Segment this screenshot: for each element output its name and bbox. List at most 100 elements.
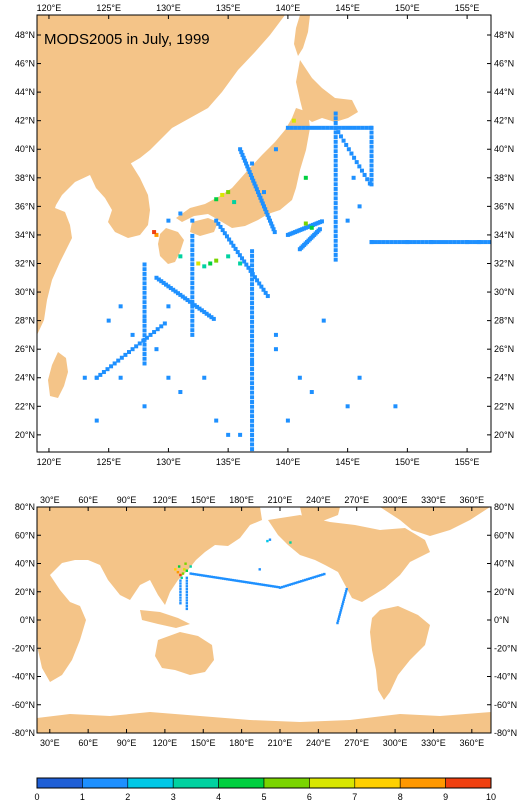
obs-cell	[369, 172, 374, 177]
obs-cell	[142, 295, 147, 300]
obs-cell	[190, 233, 195, 238]
obs-cell	[333, 144, 338, 149]
obs-cell	[250, 385, 255, 390]
obs-cell	[142, 328, 147, 333]
top-lon-label: 125°E	[96, 457, 121, 467]
obs-cell	[250, 319, 255, 324]
obs-cell	[179, 579, 182, 582]
obs-cell	[333, 234, 338, 239]
obs-cell	[369, 144, 374, 149]
colorbar-labels: 0 1 2 3 4 5 6 7 8 9 10	[34, 792, 496, 802]
obs-cell	[250, 286, 255, 291]
obs-cell	[250, 161, 255, 166]
obs-cell	[116, 358, 121, 363]
bottom-lat-label: 60°N	[494, 530, 514, 540]
obs-cell	[164, 282, 169, 287]
obs-cell	[294, 581, 297, 585]
obs-cell	[250, 301, 255, 306]
obs-cell	[369, 139, 374, 144]
obs-cell	[444, 240, 449, 245]
obs-cell	[262, 583, 265, 587]
obs-cell	[250, 249, 255, 254]
obs-cell	[429, 240, 434, 245]
obs-cell	[240, 256, 245, 261]
obs-cell	[231, 578, 235, 582]
obs-cell	[190, 332, 195, 337]
obs-cell	[369, 240, 374, 245]
obs-cell	[190, 252, 195, 257]
obs-cell	[307, 577, 311, 581]
obs-cell	[397, 240, 402, 245]
obs-cell	[286, 584, 290, 587]
obs-cell	[218, 224, 223, 229]
obs-cell	[180, 294, 185, 299]
obs-cell	[357, 375, 362, 380]
obs-cell	[333, 135, 338, 140]
bottom-lon-label: 360°E	[460, 738, 485, 748]
colorbar-label: 1	[80, 792, 85, 802]
obs-cell	[238, 147, 243, 152]
top-map-land	[37, 15, 358, 398]
obs-cell	[250, 376, 255, 381]
bottom-lon-label: 60°E	[78, 495, 98, 505]
obs-cell	[369, 163, 374, 168]
obs-cell	[336, 621, 339, 625]
obs-cell	[325, 125, 330, 130]
top-lat-label: 46°N	[15, 59, 35, 69]
obs-cell	[231, 243, 236, 248]
obs-cell	[190, 323, 195, 328]
bottom-lat-label: 20°N	[494, 587, 514, 597]
obs-cell	[238, 432, 243, 437]
top-lat-label: 24°N	[15, 373, 35, 383]
top-lon-label: 120°E	[37, 457, 62, 467]
obs-cell	[275, 585, 279, 589]
obs-cell	[393, 404, 398, 409]
obs-cell	[227, 237, 232, 242]
obs-cell	[183, 296, 188, 301]
obs-cell	[333, 186, 338, 191]
obs-cell	[142, 300, 147, 305]
obs-cell	[293, 125, 298, 130]
top-lon-label: 125°E	[96, 3, 121, 13]
obs-cell	[185, 596, 189, 599]
obs-cell	[190, 243, 195, 248]
bottom-lat-label: -20°N	[494, 643, 517, 653]
obs-cell	[333, 182, 338, 187]
obs-cell	[333, 205, 338, 210]
obs-cell	[341, 602, 344, 606]
top-lat-label: 30°N	[494, 287, 514, 297]
colorbar-swatch	[36, 777, 83, 789]
obs-cell	[271, 227, 276, 232]
obs-cell	[333, 201, 338, 206]
obs-cell	[440, 240, 445, 245]
obs-cell	[142, 352, 147, 357]
obs-cell	[305, 125, 310, 130]
obs-cell	[369, 135, 374, 140]
obs-cell	[206, 575, 210, 578]
obs-cell	[159, 279, 164, 284]
obs-cell	[184, 562, 187, 565]
obs-cell	[211, 316, 216, 321]
obs-cell	[369, 130, 374, 135]
bottom-lon-label: 150°E	[191, 495, 216, 505]
obs-cell	[368, 125, 373, 130]
bottom-lon-label: 330°E	[421, 495, 446, 505]
obs-cell	[212, 575, 215, 579]
colorbar-frame	[36, 777, 492, 789]
colorbar-swatch	[445, 777, 492, 789]
top-lat-label: 22°N	[494, 401, 514, 411]
obs-cell	[142, 304, 147, 309]
obs-cell	[214, 418, 219, 423]
obs-cell	[487, 240, 491, 245]
top-lon-label: 155°E	[455, 3, 480, 13]
top-lon-label: 130°E	[156, 3, 181, 13]
obs-cell	[367, 181, 372, 186]
obs-cell	[344, 142, 349, 147]
obs-cell	[266, 215, 271, 220]
obs-cell	[338, 615, 341, 618]
top-lat-label: 36°N	[494, 201, 514, 211]
obs-cell	[250, 334, 255, 339]
obs-cell	[191, 572, 194, 576]
bottom-lon-label: 120°E	[153, 495, 178, 505]
obs-cell	[142, 342, 147, 347]
